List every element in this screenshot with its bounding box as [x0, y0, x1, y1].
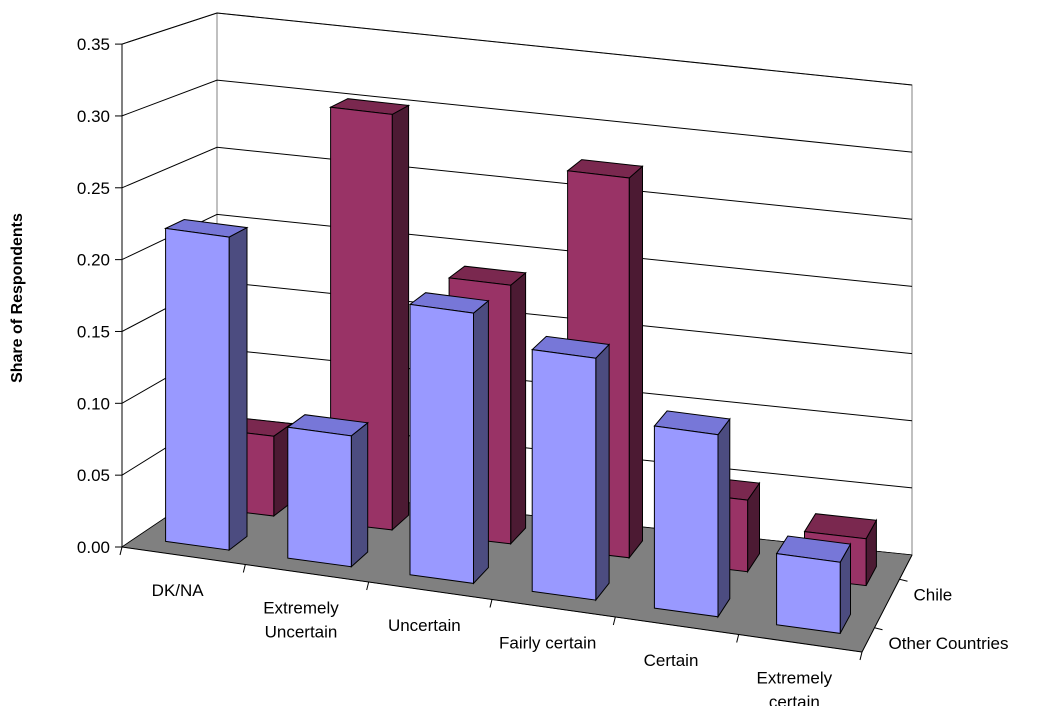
category-label: Fairly certain — [499, 633, 596, 652]
x-tick — [736, 634, 740, 643]
bar-side — [391, 104, 410, 532]
gridline — [121, 213, 913, 287]
bar-front — [287, 426, 352, 568]
bar-front — [165, 227, 230, 551]
axes — [115, 43, 913, 661]
depth-axis-line — [861, 554, 913, 653]
bar — [775, 535, 852, 634]
category-label: DK/NA — [152, 581, 205, 600]
series-label: Other Countries — [889, 634, 1009, 653]
category-label: Certain — [644, 651, 699, 670]
bar — [531, 335, 611, 602]
x-tick — [859, 651, 863, 661]
gridline — [121, 146, 913, 220]
category-labels: DK/NA Extremely Uncertain Uncertain Fairly c… — [152, 581, 833, 706]
bar-front — [776, 553, 841, 634]
y-axis-title: Share of Respondents — [9, 213, 26, 383]
bar-side — [228, 226, 248, 552]
category-label: Extremely certain — [757, 668, 833, 706]
category-label-line: Uncertain — [265, 622, 338, 641]
y-tick-label: 0.05 — [77, 466, 110, 485]
bar-side — [628, 165, 643, 560]
category-label-line: DK/NA — [152, 581, 205, 600]
gridline — [121, 12, 913, 86]
bar — [653, 410, 731, 619]
bar-side — [473, 299, 489, 585]
y-tick-label: 0.35 — [77, 35, 110, 54]
bar-front — [531, 349, 597, 601]
category-label-line: Extremely — [263, 598, 339, 617]
y-tick-label: 0.10 — [77, 394, 110, 413]
x-tick — [366, 581, 370, 591]
category-label-line: Fairly certain — [499, 633, 596, 652]
bar-side — [717, 417, 731, 619]
y-axis-tick-labels: 0.00 0.05 0.10 0.15 0.20 0.25 0.30 0.35 — [77, 35, 110, 557]
y-tick-label: 0.25 — [77, 179, 110, 198]
x-tick — [612, 616, 616, 626]
y-tick-label: 0.20 — [77, 251, 110, 270]
x-tick — [242, 564, 246, 573]
category-label-line: Uncertain — [388, 616, 461, 635]
category-label: Uncertain — [388, 616, 461, 635]
category-label-line: Extremely — [757, 668, 833, 687]
bars — [163, 98, 878, 634]
y-tick-label: 0.15 — [77, 322, 110, 341]
y-tick-label: 0.00 — [77, 538, 110, 557]
y-tick-label: 0.30 — [77, 107, 110, 126]
depth-tick — [899, 578, 908, 582]
bar-side — [350, 421, 369, 568]
bar — [408, 292, 490, 585]
series-label: Chile — [914, 585, 953, 604]
x-tick — [119, 546, 123, 556]
bar-front — [653, 425, 719, 618]
series-labels: Other Countries Chile — [889, 585, 1009, 653]
gridline — [121, 79, 913, 153]
bar-side — [595, 343, 610, 602]
category-label: Extremely Uncertain — [263, 598, 339, 641]
bar-front — [409, 303, 474, 584]
category-label-line: certain — [769, 692, 820, 706]
bar-side — [510, 271, 527, 546]
bar — [163, 218, 249, 552]
bar — [286, 414, 369, 568]
category-label-line: Certain — [644, 651, 699, 670]
x-tick — [489, 599, 493, 608]
depth-tick — [874, 627, 883, 631]
